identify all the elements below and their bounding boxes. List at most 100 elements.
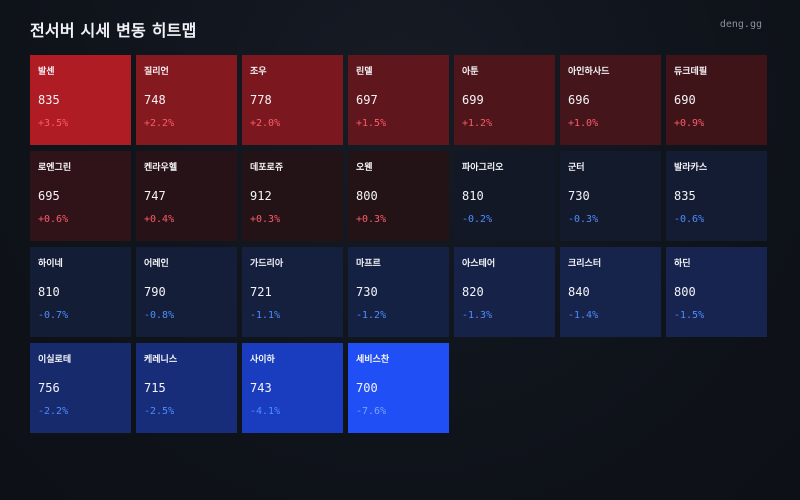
server-name: 케레니스 xyxy=(144,355,178,365)
server-name: 가드리아 xyxy=(250,259,284,269)
server-name: 아툰 xyxy=(462,67,479,77)
server-tile[interactable]: 가드리아 721 -1.1% xyxy=(242,247,343,337)
server-price: 790 xyxy=(144,285,166,299)
server-tile[interactable]: 발센 835 +3.5% xyxy=(30,55,131,145)
server-change: -0.6% xyxy=(674,214,705,225)
server-name: 크리스터 xyxy=(568,259,602,269)
server-change: -2.2% xyxy=(38,406,69,417)
server-price: 800 xyxy=(356,189,378,203)
server-change: +1.2% xyxy=(462,118,493,129)
server-name: 사이하 xyxy=(250,355,275,365)
server-price: 730 xyxy=(568,189,590,203)
server-change: +0.9% xyxy=(674,118,705,129)
server-tile[interactable]: 로엔그린 695 +0.6% xyxy=(30,151,131,241)
server-tile[interactable]: 사이하 743 -4.1% xyxy=(242,343,343,433)
server-tile[interactable]: 오웬 800 +0.3% xyxy=(348,151,449,241)
server-name: 이실로테 xyxy=(38,355,72,365)
server-change: -4.1% xyxy=(250,406,281,417)
server-tile[interactable]: 파아그리오 810 -0.2% xyxy=(454,151,555,241)
server-tile[interactable]: 발라카스 835 -0.6% xyxy=(666,151,767,241)
server-tile[interactable]: 세비스찬 700 -7.6% xyxy=(348,343,449,433)
server-name: 오웬 xyxy=(356,163,373,173)
server-change: +0.4% xyxy=(144,214,175,225)
server-change: +1.5% xyxy=(356,118,387,129)
server-name: 발센 xyxy=(38,67,55,77)
server-tile[interactable]: 하이네 810 -0.7% xyxy=(30,247,131,337)
server-change: -7.6% xyxy=(356,406,387,417)
server-tile[interactable]: 조우 778 +2.0% xyxy=(242,55,343,145)
server-tile[interactable]: 이실로테 756 -2.2% xyxy=(30,343,131,433)
server-tile[interactable]: 질리언 748 +2.2% xyxy=(136,55,237,145)
server-price: 800 xyxy=(674,285,696,299)
server-name: 켄라우헬 xyxy=(144,163,178,173)
server-tile[interactable]: 크리스터 840 -1.4% xyxy=(560,247,661,337)
server-tile[interactable]: 데포로쥬 912 +0.3% xyxy=(242,151,343,241)
server-name: 발라카스 xyxy=(674,163,708,173)
server-name: 어레인 xyxy=(144,259,169,269)
server-tile[interactable]: 아툰 699 +1.2% xyxy=(454,55,555,145)
server-name: 데포로쥬 xyxy=(250,163,284,173)
page-header: 전서버 시세 변동 히트맵 deng.gg xyxy=(30,17,762,41)
server-price: 743 xyxy=(250,381,272,395)
server-price: 835 xyxy=(38,93,60,107)
server-price: 695 xyxy=(38,189,60,203)
server-change: -1.3% xyxy=(462,310,493,321)
server-price: 778 xyxy=(250,93,272,107)
brand-logo[interactable]: deng.gg xyxy=(719,19,762,30)
page-title: 전서버 시세 변동 히트맵 xyxy=(30,21,197,40)
server-change: -0.8% xyxy=(144,310,175,321)
server-price: 912 xyxy=(250,189,272,203)
server-name: 하이네 xyxy=(38,259,63,269)
server-tile[interactable]: 어레인 790 -0.8% xyxy=(136,247,237,337)
server-name: 마프르 xyxy=(356,259,381,269)
server-price: 715 xyxy=(144,381,166,395)
server-price: 730 xyxy=(356,285,378,299)
server-name: 세비스찬 xyxy=(356,355,390,365)
server-tile[interactable]: 듀크데필 690 +0.9% xyxy=(666,55,767,145)
server-tile[interactable]: 군터 730 -0.3% xyxy=(560,151,661,241)
server-change: +3.5% xyxy=(38,118,69,129)
server-price: 835 xyxy=(674,189,696,203)
server-name: 로엔그린 xyxy=(38,163,72,173)
server-price: 810 xyxy=(462,189,484,203)
server-name: 군터 xyxy=(568,163,585,173)
server-change: -1.1% xyxy=(250,310,281,321)
server-price: 696 xyxy=(568,93,590,107)
server-price: 721 xyxy=(250,285,272,299)
server-tile[interactable]: 케레니스 715 -2.5% xyxy=(136,343,237,433)
server-change: +0.3% xyxy=(356,214,387,225)
server-name: 아인하사드 xyxy=(568,67,610,77)
server-tile[interactable]: 마프르 730 -1.2% xyxy=(348,247,449,337)
server-change: -0.3% xyxy=(568,214,599,225)
server-change: -1.4% xyxy=(568,310,599,321)
server-change: +0.6% xyxy=(38,214,69,225)
server-tile[interactable]: 아스테어 820 -1.3% xyxy=(454,247,555,337)
server-price: 748 xyxy=(144,93,166,107)
server-name: 파아그리오 xyxy=(462,163,504,173)
server-tile[interactable]: 아인하사드 696 +1.0% xyxy=(560,55,661,145)
server-price: 820 xyxy=(462,285,484,299)
server-change: -2.5% xyxy=(144,406,175,417)
heatmap-grid: 발센 835 +3.5% 질리언 748 +2.2% 조우 778 +2.0% 린델 697 +1.5… xyxy=(30,55,768,433)
server-tile[interactable]: 하딘 800 -1.5% xyxy=(666,247,767,337)
server-change: -1.5% xyxy=(674,310,705,321)
server-price: 840 xyxy=(568,285,590,299)
server-price: 747 xyxy=(144,189,166,203)
server-change: -0.2% xyxy=(462,214,493,225)
server-tile[interactable]: 린델 697 +1.5% xyxy=(348,55,449,145)
server-change: +2.0% xyxy=(250,118,281,129)
server-tile[interactable]: 켄라우헬 747 +0.4% xyxy=(136,151,237,241)
server-name: 조우 xyxy=(250,67,267,77)
server-price: 756 xyxy=(38,381,60,395)
server-price: 700 xyxy=(356,381,378,395)
server-change: +1.0% xyxy=(568,118,599,129)
server-name: 하딘 xyxy=(674,259,691,269)
server-change: -1.2% xyxy=(356,310,387,321)
server-name: 질리언 xyxy=(144,67,169,77)
server-name: 아스테어 xyxy=(462,259,496,269)
server-name: 듀크데필 xyxy=(674,67,708,77)
server-price: 810 xyxy=(38,285,60,299)
server-price: 697 xyxy=(356,93,378,107)
server-name: 린델 xyxy=(356,67,373,77)
server-price: 690 xyxy=(674,93,696,107)
